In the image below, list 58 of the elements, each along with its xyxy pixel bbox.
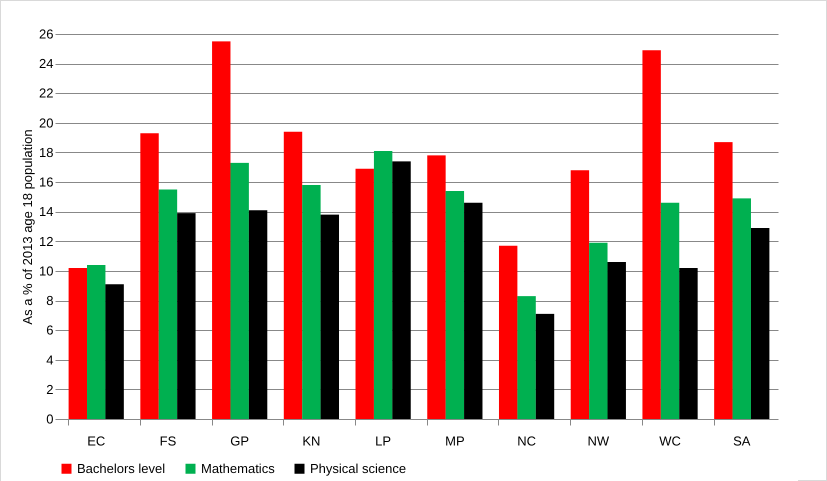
y-tick-label: 10	[39, 263, 54, 278]
x-tick-label: KN	[302, 434, 320, 448]
bar	[536, 314, 554, 419]
bar	[230, 162, 249, 419]
y-tick-label: 4	[46, 352, 54, 368]
bar	[427, 155, 446, 419]
bar	[679, 268, 698, 419]
x-tick-label: NW	[587, 434, 610, 448]
legend-label: Bachelors level	[77, 460, 166, 476]
bar	[105, 284, 124, 419]
x-tick-label: SA	[733, 434, 751, 448]
bar	[660, 202, 680, 419]
legend-label: Mathematics	[201, 460, 276, 476]
y-tick-label: 22	[39, 86, 54, 101]
bar	[356, 168, 374, 419]
y-tick-label: 18	[39, 144, 54, 160]
bar	[608, 262, 626, 419]
bar	[320, 214, 340, 419]
y-axis-title: As a % of 2013 age 18 population	[20, 129, 36, 325]
y-tick-label: 20	[39, 115, 54, 130]
y-tick-label: 16	[39, 174, 54, 190]
bar	[464, 202, 482, 419]
bar	[589, 242, 608, 419]
bar	[87, 265, 106, 419]
x-tick-label: LP	[375, 434, 392, 448]
x-tick-label: WC	[659, 434, 681, 448]
y-tick-label: 0	[46, 412, 54, 426]
y-tick-label: 6	[46, 322, 54, 338]
bar	[68, 268, 88, 419]
y-tick-label: 26	[39, 26, 54, 42]
bar	[177, 213, 196, 419]
y-tick-label: 2	[46, 382, 54, 397]
bar	[714, 142, 733, 419]
x-tick-label: NC	[517, 434, 536, 448]
bar	[498, 246, 518, 419]
bar	[446, 190, 464, 419]
y-tick-label: 12	[39, 234, 54, 249]
bar	[392, 161, 411, 419]
bar	[642, 50, 661, 419]
y-tick-label: 8	[46, 293, 54, 308]
x-tick-label: GP	[230, 434, 250, 448]
legend-label: Physical science	[310, 460, 406, 476]
y-tick-label: 24	[39, 56, 54, 72]
bar	[302, 185, 321, 419]
y-tick-label: 14	[39, 204, 54, 220]
x-tick-label: EC	[87, 434, 106, 448]
bar	[158, 189, 178, 419]
bar	[140, 133, 159, 419]
x-tick-label: FS	[160, 434, 177, 448]
x-tick-label: MP	[445, 434, 465, 448]
bar	[284, 132, 302, 419]
bar	[374, 150, 392, 419]
bar	[570, 170, 590, 419]
bar	[212, 41, 230, 419]
bar	[732, 198, 751, 419]
bar	[750, 228, 770, 419]
bar	[517, 296, 536, 419]
bar	[248, 210, 268, 419]
